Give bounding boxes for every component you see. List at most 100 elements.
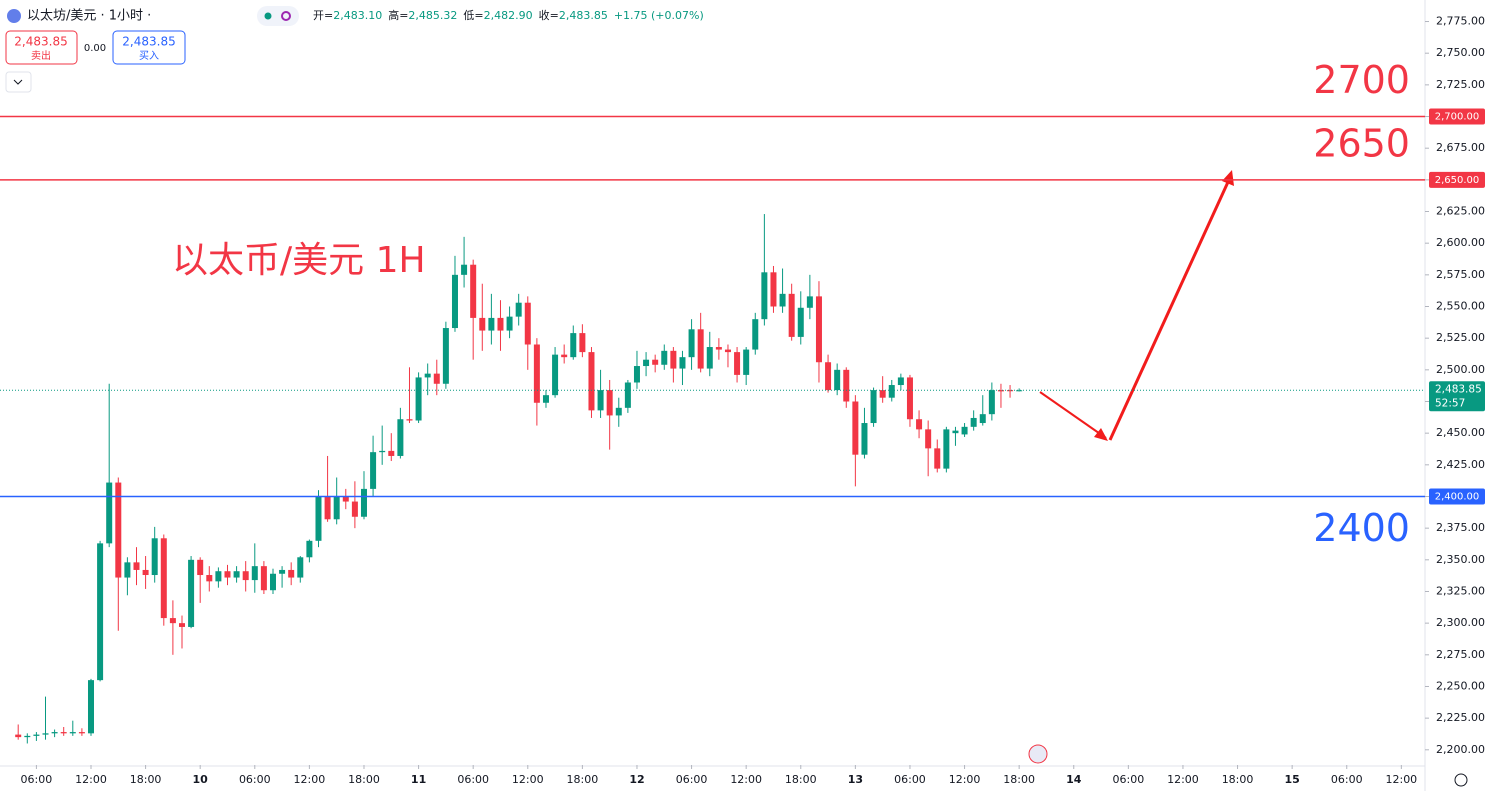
candle-body <box>206 575 213 582</box>
ohlc-key: 低= <box>463 9 483 22</box>
candle-body <box>834 369 841 391</box>
candle-body <box>451 274 458 329</box>
candle-body <box>888 385 895 398</box>
status-pill[interactable] <box>257 6 299 26</box>
x-tick-label: 06:00 <box>894 773 926 786</box>
arrow-head <box>1094 428 1108 441</box>
candle-body <box>506 316 513 331</box>
candle-body <box>633 366 640 383</box>
candle-body <box>251 566 258 581</box>
candle-body <box>69 732 76 734</box>
candle-body <box>761 272 768 320</box>
y-tick-label: 2,350.00 <box>1436 553 1485 566</box>
candle-body <box>78 732 85 734</box>
candle-body <box>306 540 313 558</box>
candle-body <box>734 352 741 375</box>
candle-body <box>379 450 386 453</box>
candle-body <box>970 417 977 427</box>
ohlc-value: 2,483.85 <box>559 9 608 22</box>
candle-body <box>815 296 822 363</box>
candle-body <box>315 496 322 541</box>
candle-body <box>1007 390 1014 392</box>
x-tick-label: 12:00 <box>949 773 981 786</box>
candle-body <box>406 419 413 421</box>
buy-button[interactable] <box>112 30 186 65</box>
x-tick-label: 06:00 <box>1331 773 1363 786</box>
x-tick-label: 13 <box>848 773 863 786</box>
level-annotation: 2700 <box>1313 58 1410 102</box>
candle-body <box>388 450 395 456</box>
level-annotation: 2400 <box>1313 506 1410 550</box>
candle-body <box>852 401 859 455</box>
x-tick-label: 12:00 <box>1167 773 1199 786</box>
y-tick-label: 2,425.00 <box>1436 458 1485 471</box>
candle-body <box>897 377 904 386</box>
candle-body <box>433 373 440 384</box>
last-price-badge <box>1429 381 1485 412</box>
ohlc-key: 开= <box>313 9 333 22</box>
candle-body <box>24 735 31 738</box>
candle-body <box>169 618 176 624</box>
candle-body <box>661 350 668 365</box>
candle-body <box>752 319 759 350</box>
x-tick-label: 06:00 <box>457 773 489 786</box>
candle-body <box>15 734 22 738</box>
candle-body <box>60 732 67 734</box>
candle-body <box>579 333 586 353</box>
x-tick-label: 06:00 <box>21 773 53 786</box>
y-tick-label: 2,675.00 <box>1436 141 1485 154</box>
buy-price: 2,483.85 <box>122 35 175 49</box>
y-tick-label: 2,500.00 <box>1436 363 1485 376</box>
y-tick-label: 2,550.00 <box>1436 300 1485 313</box>
candle-body <box>979 414 986 424</box>
x-tick-label: 12:00 <box>1385 773 1417 786</box>
candle-body <box>934 448 941 469</box>
ohlc-key: 收= <box>539 8 559 22</box>
candle-body <box>260 566 267 591</box>
x-tick-label: 14 <box>1066 773 1082 786</box>
candle-body <box>124 562 131 578</box>
candle-body <box>906 377 913 420</box>
sell-price: 2,483.85 <box>14 35 67 49</box>
candle-body <box>87 680 94 734</box>
candle-body <box>224 571 231 578</box>
candle-body <box>806 296 813 308</box>
y-tick-label: 2,275.00 <box>1436 648 1485 661</box>
candle-body <box>342 496 349 502</box>
y-tick-label: 2,525.00 <box>1436 331 1485 344</box>
y-tick-label: 2,775.00 <box>1436 15 1485 28</box>
event-icon[interactable] <box>1028 744 1048 764</box>
y-tick-label: 2,750.00 <box>1436 46 1485 59</box>
candle-body <box>670 350 677 369</box>
candle-body <box>797 307 804 337</box>
candle-body <box>397 419 404 456</box>
last-price-label: 2,483.85 <box>1435 383 1482 395</box>
candle-body <box>524 302 531 345</box>
sell-button[interactable] <box>5 30 78 65</box>
settings-icon[interactable] <box>1454 773 1468 787</box>
x-tick-label: 11 <box>411 773 426 786</box>
candle-body <box>497 317 504 331</box>
candle-body <box>552 354 559 396</box>
candle-body <box>652 359 659 365</box>
candle-body <box>643 359 650 367</box>
candle-body <box>197 559 204 576</box>
candle-body <box>788 293 795 337</box>
chevron <box>13 79 23 85</box>
candle-body <box>515 302 522 317</box>
collapse-button[interactable] <box>5 71 32 93</box>
candle-body <box>597 390 604 411</box>
symbol: 以太坊/美元 · 1小时 · <box>27 9 151 24</box>
ohlc-key: 高= <box>388 8 408 22</box>
candle-body <box>97 543 104 681</box>
candle-body <box>870 390 877 424</box>
candle-body <box>415 377 422 421</box>
candle-body <box>333 496 340 520</box>
eth-icon <box>7 9 21 23</box>
candle-body <box>533 344 540 403</box>
countdown: 52:57 <box>1435 397 1465 409</box>
level-badge <box>1429 108 1485 125</box>
candle-body <box>51 732 58 734</box>
x-tick-label: 12 <box>629 773 644 786</box>
